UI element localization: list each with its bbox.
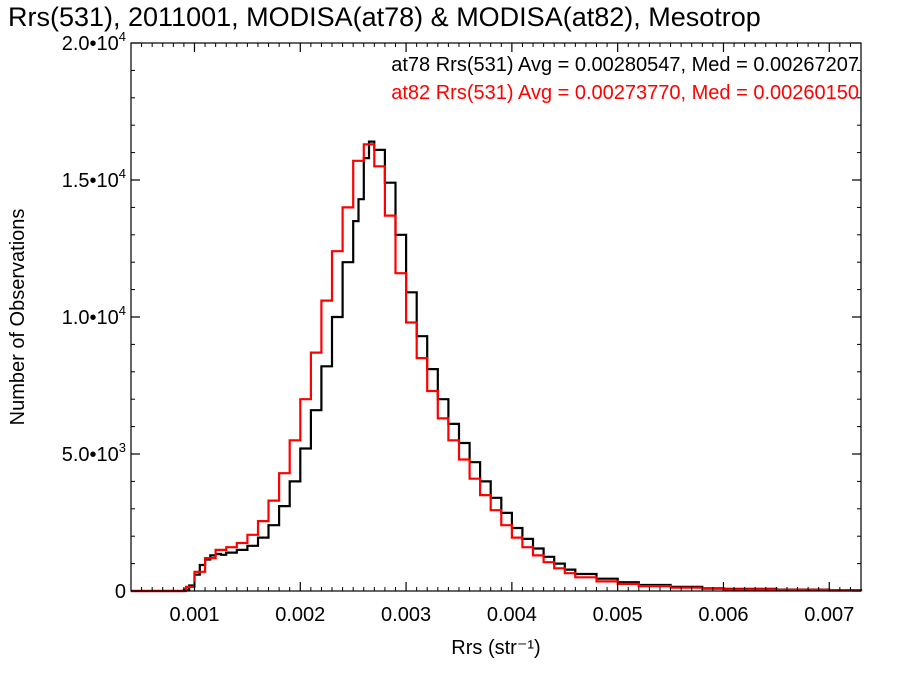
y-tick-mantissa: 0 bbox=[115, 581, 126, 603]
plot-frame bbox=[130, 42, 862, 592]
y-tick-label: 1.0•104 bbox=[62, 303, 126, 329]
x-tick-label: 0.007 bbox=[804, 604, 854, 626]
series-line-2 bbox=[131, 143, 863, 593]
y-tick-exponent: 4 bbox=[119, 166, 126, 181]
x-tick-label: 0.003 bbox=[381, 604, 431, 626]
x-tick-label: 0.006 bbox=[698, 604, 748, 626]
y-tick-label: 5.0•103 bbox=[62, 440, 126, 466]
x-axis-label: Rrs (str⁻¹) bbox=[451, 637, 540, 659]
annotation-2: at82 Rrs(531) Avg = 0.00273770, Med = 0.… bbox=[391, 82, 859, 104]
y-tick-exponent: 4 bbox=[119, 29, 126, 44]
y-tick-mantissa: 1.5•10 bbox=[62, 170, 119, 192]
y-tick-label: 0 bbox=[115, 581, 126, 603]
series-line-1 bbox=[131, 140, 863, 593]
y-axis-label: Number of Observations bbox=[7, 209, 29, 426]
y-tick-exponent: 4 bbox=[119, 303, 126, 318]
y-tick-label: 2.0•104 bbox=[62, 29, 126, 55]
y-tick-mantissa: 5.0•10 bbox=[62, 444, 119, 466]
x-tick-label: 0.004 bbox=[487, 604, 537, 626]
annotation-1: at78 Rrs(531) Avg = 0.00280547, Med = 0.… bbox=[391, 54, 859, 76]
x-tick-label: 0.005 bbox=[593, 604, 643, 626]
y-tick-exponent: 3 bbox=[119, 440, 126, 455]
x-tick-label: 0.002 bbox=[275, 604, 325, 626]
chart-title: Rrs(531), 2011001, MODISA(at78) & MODISA… bbox=[8, 2, 761, 32]
x-tick-label: 0.001 bbox=[169, 604, 219, 626]
y-tick-label: 1.5•104 bbox=[62, 166, 126, 192]
y-tick-mantissa: 2.0•10 bbox=[62, 33, 119, 55]
y-tick-mantissa: 1.0•10 bbox=[62, 307, 119, 329]
